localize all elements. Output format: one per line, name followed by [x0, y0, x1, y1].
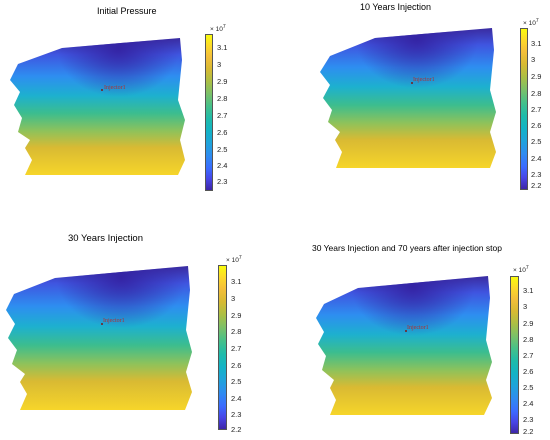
- panel-4-tick: 2.3: [523, 415, 534, 424]
- panel-1-colorbar-exponent: × 107: [210, 25, 226, 34]
- panel-1-tick: 2.3: [217, 177, 228, 186]
- panel-1-injector-marker: [101, 89, 103, 91]
- panel-3-exponent-power: 7: [238, 255, 242, 261]
- panel-1-exponent-power: 7: [222, 24, 226, 30]
- panel-4-tick: 2.6: [523, 367, 534, 376]
- panel-2-tick: 2.2: [531, 181, 542, 190]
- panel-4-colorbar-exponent: × 107: [513, 266, 529, 275]
- panel-3-tick: 2.4: [231, 394, 242, 403]
- panel-3-injector-label: Injector1: [103, 318, 125, 324]
- panel-2-injector-marker: [411, 82, 413, 84]
- panel-2-tick: 2.8: [531, 89, 542, 98]
- panel-1-tick: 3: [217, 60, 222, 69]
- panel-2-tick: 2.9: [531, 72, 542, 81]
- panel-1-tick: 2.6: [217, 128, 228, 137]
- panel-3-tick: 2.2: [231, 425, 242, 434]
- panel-4-tick: 3.1: [523, 286, 534, 295]
- panel-4-tick: 3: [523, 302, 528, 311]
- panel-3-tick: 3.1: [231, 277, 242, 286]
- panel-1-exponent-base: × 10: [210, 26, 223, 34]
- panel-2-colorbar-exponent: × 107: [523, 19, 539, 28]
- panel-4-exponent-base: × 10: [513, 267, 526, 275]
- panel-3-exponent-base: × 10: [226, 257, 239, 265]
- panel-1-tick: 2.5: [217, 145, 228, 154]
- panel-1-tick: 3.1: [217, 43, 228, 52]
- panel-3-tick: 3: [231, 294, 236, 303]
- panel-2-tick: 3.1: [531, 39, 542, 48]
- panel-3-colorbar: [218, 265, 227, 430]
- panel-4-colorbar: [510, 276, 519, 434]
- panel-4-tick: 2.8: [523, 335, 534, 344]
- panel-2-tick: 2.3: [531, 170, 542, 179]
- panel-2-tick: 2.6: [531, 121, 542, 130]
- panel-2-tick: 3: [531, 55, 536, 64]
- panel-3-tick: 2.5: [231, 377, 242, 386]
- panel-3-tick: 2.8: [231, 327, 242, 336]
- panel-4-tick: 2.7: [523, 351, 534, 360]
- panel-3-tick: 2.7: [231, 344, 242, 353]
- panel-1-injector-label: Injector1: [104, 85, 126, 91]
- panel-4-title: 30 Years Injection and 70 years after in…: [312, 243, 502, 253]
- panel-2-exponent-power: 7: [535, 18, 539, 24]
- panel-4-tick: 2.5: [523, 383, 534, 392]
- panel-4-tick: 2.9: [523, 319, 534, 328]
- panel-1-tick: 2.4: [217, 161, 228, 170]
- panel-2-tick: 2.5: [531, 137, 542, 146]
- panel-3-tick: 2.3: [231, 410, 242, 419]
- panel-3-colorbar-exponent: × 107: [226, 256, 242, 265]
- panel-3-tick: 2.9: [231, 311, 242, 320]
- panel-1-title: Initial Pressure: [97, 6, 157, 16]
- panel-2-exponent-base: × 10: [523, 20, 536, 28]
- panel-2-tick: 2.7: [531, 105, 542, 114]
- panel-4-exponent-power: 7: [525, 265, 529, 271]
- panel-1-tick: 2.7: [217, 111, 228, 120]
- panel-2-title: 10 Years Injection: [360, 2, 432, 12]
- panel-1-tick: 2.9: [217, 77, 228, 86]
- panel-3-injector-marker: [101, 323, 103, 325]
- panel-4-tick: 2.2: [523, 427, 534, 436]
- panel-3-tick: 2.6: [231, 361, 242, 370]
- panel-1-colorbar: [205, 34, 213, 191]
- panel-2-injector-label: Injector1: [413, 77, 435, 83]
- panel-4-injector-label: Injector1: [407, 325, 429, 331]
- panel-4-injector-marker: [405, 330, 407, 332]
- panel-2-tick: 2.4: [531, 154, 542, 163]
- panel-3-title: 30 Years Injection: [68, 233, 144, 244]
- panel-2-colorbar: [520, 28, 528, 190]
- panel-1-tick: 2.8: [217, 94, 228, 103]
- panel-4-tick: 2.4: [523, 399, 534, 408]
